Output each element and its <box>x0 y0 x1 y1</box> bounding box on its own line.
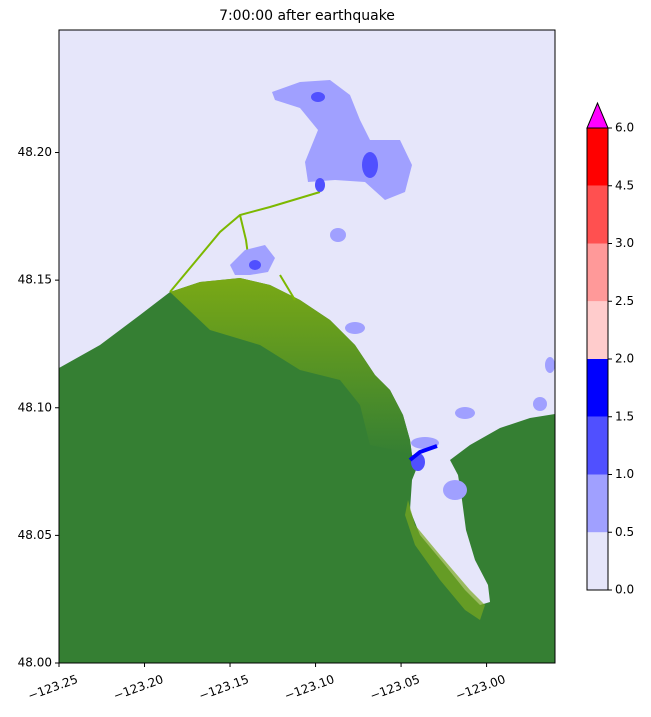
colorbar-band <box>587 128 608 186</box>
colorbar-tick-label: 2.5 <box>615 294 634 308</box>
shallow-shore <box>405 500 485 620</box>
colorbar-tick-label: 0.5 <box>615 525 634 539</box>
x-tick-label: −123.10 <box>283 672 337 703</box>
chart-title: 7:00:00 after earthquake <box>219 8 395 24</box>
y-tick-label: 48.10 <box>18 400 52 414</box>
colorbar-band <box>587 474 608 533</box>
x-tick-label: −123.25 <box>26 672 80 703</box>
wave-channel <box>408 444 438 462</box>
colorbar-tick-label: 4.5 <box>615 178 634 192</box>
colorbar-extend <box>586 101 609 129</box>
colorbar-tick-label: 6.0 <box>615 121 634 135</box>
x-tick-label: −123.05 <box>368 672 422 703</box>
y-tick-label: 48.05 <box>18 528 52 542</box>
map <box>59 30 555 663</box>
colorbar-tick-label: 1.0 <box>615 467 634 481</box>
x-tick-label: −123.15 <box>197 672 251 703</box>
colorbar-band <box>587 243 608 302</box>
colorbar-band <box>587 359 608 417</box>
colorbar-tick-label: 0.0 <box>615 583 634 597</box>
y-tick-label: 48.00 <box>18 656 52 670</box>
colorbar-tick-label: 1.5 <box>615 409 634 423</box>
colorbar-tick-label: 3.0 <box>615 236 634 250</box>
colorbar-band <box>587 301 608 359</box>
colorbar-band <box>587 416 608 475</box>
axes-frame <box>58 29 556 664</box>
colorbar-tick-label: 2.0 <box>615 352 634 366</box>
y-tick-label: 48.20 <box>18 145 52 159</box>
shallow-shore <box>170 278 412 455</box>
colorbar-band <box>587 532 608 590</box>
x-tick-label: −123.00 <box>454 672 508 703</box>
x-tick-label: −123.20 <box>111 672 165 703</box>
colorbar-band <box>587 185 608 244</box>
y-tick-label: 48.15 <box>18 273 52 287</box>
